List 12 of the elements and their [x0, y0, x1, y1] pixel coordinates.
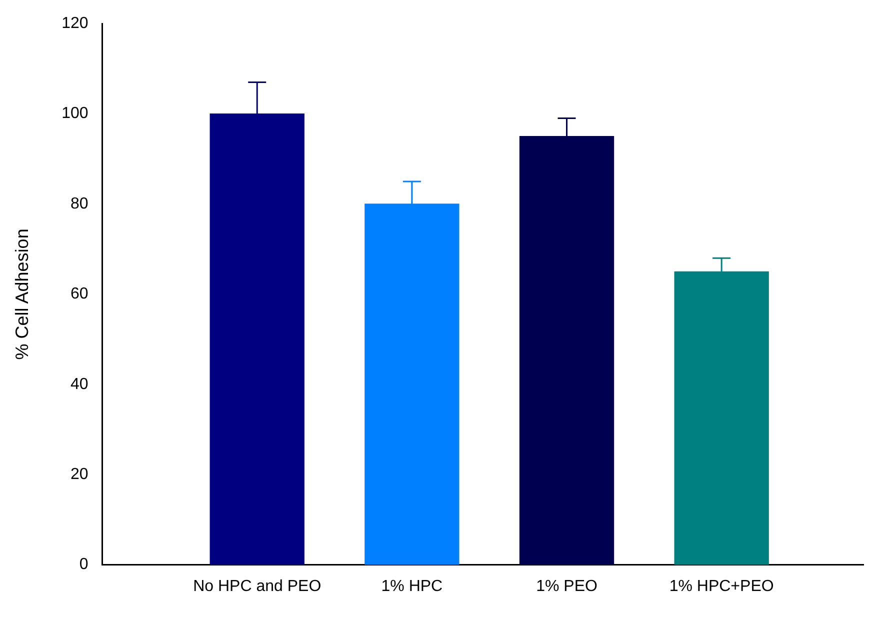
x-tick-label: No HPC and PEO [193, 578, 322, 595]
y-tick-label: 20 [70, 466, 88, 484]
y-tick-label: 120 [62, 15, 88, 32]
y-axis-title: % Cell Adhesion [12, 228, 32, 360]
y-tick-label: 60 [70, 286, 88, 303]
y-tick-label: 100 [62, 105, 88, 122]
x-tick-label: 1% PEO [536, 578, 598, 595]
x-tick-label: 1% HPC+PEO [669, 578, 774, 595]
y-tick-label: 40 [70, 376, 88, 393]
x-tick-label: 1% HPC [381, 578, 443, 595]
y-tick-label: 80 [70, 195, 88, 212]
y-tick-label: 0 [79, 556, 88, 574]
